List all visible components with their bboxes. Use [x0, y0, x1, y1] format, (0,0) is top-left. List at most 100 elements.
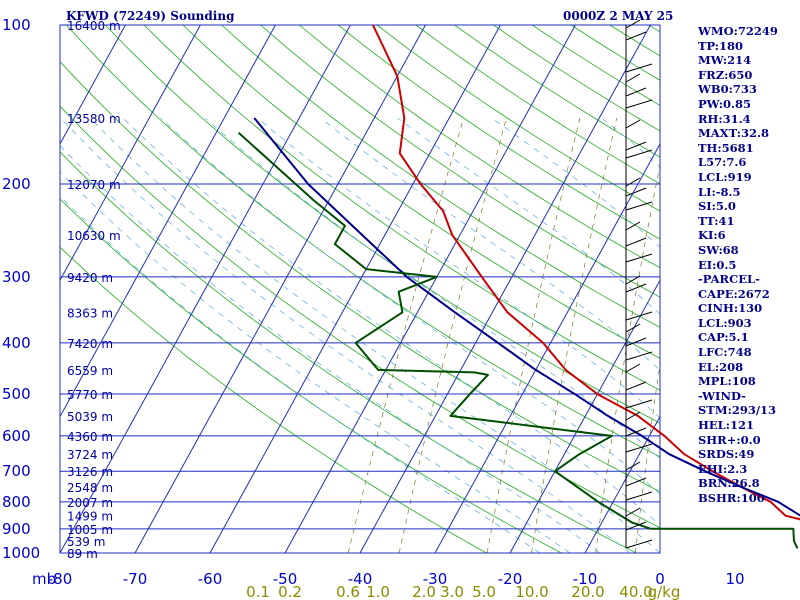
mixing-ratio-label: 0.6 — [336, 583, 360, 600]
wind-barb — [625, 177, 641, 187]
index-item: SI:5.0 — [698, 199, 736, 214]
temperature-tick-label: 10 — [725, 570, 744, 588]
wind-barb — [625, 311, 653, 321]
index-item: CINH:130 — [698, 301, 763, 316]
wind-barb — [625, 201, 653, 211]
index-item: HEL:121 — [698, 418, 754, 433]
temperature-tick-label: -80 — [48, 570, 73, 588]
isotherm-line — [584, 415, 660, 553]
pressure-unit-label: mb — [32, 570, 56, 588]
index-item: TH:5681 — [698, 140, 754, 155]
dry-adiabat-line — [337, 25, 660, 240]
index-item: LCL:903 — [698, 315, 752, 330]
index-item: SRDS:49 — [698, 447, 755, 462]
isotherm-line — [60, 25, 351, 553]
pressure-tick-label: 600 — [2, 427, 31, 445]
index-item: SHR+:0.0 — [698, 432, 761, 447]
pressure-tick-label: 400 — [2, 334, 31, 352]
mixing-ratio-label: 0.2 — [278, 583, 302, 600]
height-label: 3724 m — [67, 448, 113, 462]
mixing-ratio-label: 20.0 — [571, 583, 604, 600]
temperature-line — [371, 24, 800, 521]
dry-adiabat-line — [60, 151, 637, 553]
height-label: 8363 m — [67, 306, 113, 320]
wind-barb — [625, 187, 647, 197]
isotherm-line — [284, 25, 576, 553]
moist-adiabat-line — [60, 117, 631, 553]
isotherm-line — [60, 25, 126, 145]
moist-adiabat-line — [60, 195, 541, 553]
pressure-tick-label: 500 — [2, 385, 31, 403]
mixing-ratio-label: 0.1 — [246, 583, 270, 600]
isotherm-line — [209, 25, 501, 553]
mixing-ratio-label: g/kg — [648, 583, 681, 600]
wind-barb — [625, 31, 647, 41]
wind-barb — [625, 283, 647, 293]
wind-barb — [625, 363, 641, 373]
wind-barb — [625, 427, 647, 437]
chart-title: KFWD (72249) Sounding — [66, 9, 235, 23]
dry-adiabat-line — [60, 246, 487, 553]
dry-adiabat-line — [60, 198, 562, 553]
index-item: LI:-8.5 — [698, 184, 741, 199]
dewpoint-line — [237, 132, 799, 549]
pressure-tick-label: 200 — [2, 175, 31, 193]
pressure-tick-label: 800 — [2, 493, 31, 511]
wind-barb — [625, 399, 653, 409]
index-item: PW:0.85 — [698, 96, 752, 111]
temperature-tick-label: -50 — [273, 570, 298, 588]
index-item: CAP:5.1 — [698, 330, 749, 345]
wind-barb — [625, 119, 641, 129]
index-item: MAXT:32.8 — [698, 126, 769, 141]
wind-barb — [625, 411, 641, 421]
index-item: MW:214 — [698, 53, 752, 68]
mixing-ratio-label: 1.0 — [366, 583, 390, 600]
wind-barb — [625, 73, 641, 83]
wind-barb — [625, 221, 641, 231]
height-label: 12070 m — [67, 178, 121, 192]
index-item: TT:41 — [698, 213, 735, 228]
height-label: 2548 m — [67, 481, 113, 495]
temperature-tick-label: -40 — [348, 570, 373, 588]
index-item: -WIND- — [698, 388, 746, 403]
wind-barb — [625, 477, 647, 487]
chart-subtitle: 0000Z 2 MAY 25 — [563, 9, 673, 23]
index-item: TP:180 — [698, 38, 744, 53]
pressure-tick-label: 900 — [2, 520, 31, 538]
index-item: EI:0.5 — [698, 257, 737, 272]
height-labels: 16400 m 13580 m 12070 m 10630 m 9420 m 8363 m… — [67, 19, 121, 561]
moist-adiabat-line — [320, 117, 660, 371]
index-item: FRZ:650 — [698, 67, 753, 82]
mixing-ratio-line — [398, 117, 507, 553]
height-label: 1005 m — [67, 523, 113, 537]
wind-barb — [625, 381, 647, 391]
index-item: BSHR:100 — [698, 491, 765, 505]
index-item: L57:7.6 — [698, 155, 747, 170]
wind-barb — [625, 253, 653, 263]
height-label: 2007 m — [67, 496, 113, 510]
moist-adiabat-line — [60, 171, 571, 553]
height-label: 16400 m — [67, 19, 121, 33]
index-item: BRN:26.8 — [698, 476, 760, 491]
wind-barb — [625, 99, 653, 109]
height-label: 5770 m — [67, 388, 113, 402]
mixing-ratio-label: 2.0 — [412, 583, 436, 600]
height-label: 6559 m — [67, 364, 113, 378]
dry-adiabat-line — [182, 25, 660, 359]
pressure-tick-label: 300 — [2, 268, 31, 286]
index-item: STM:293/13 — [698, 403, 777, 418]
index-item: LCL:919 — [698, 169, 752, 184]
isotherm-line — [60, 25, 276, 418]
height-label: 5039 m — [67, 410, 113, 424]
temperature-tick-label: -60 — [198, 570, 223, 588]
height-label: 4360 m — [67, 430, 113, 444]
wind-barb — [625, 275, 641, 285]
mixing-ratio-label: 5.0 — [472, 583, 496, 600]
pressure-tick-label: 1000 — [2, 544, 40, 562]
wind-barb — [625, 539, 653, 549]
pressure-tick-label: 100 — [2, 16, 31, 34]
dry-adiabat-line — [299, 25, 660, 269]
temperature-tick-label: -20 — [498, 570, 523, 588]
